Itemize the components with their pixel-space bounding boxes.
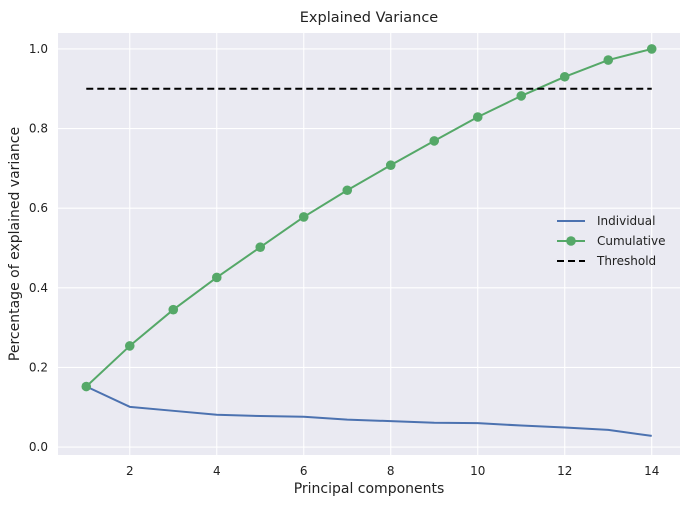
individual-legend-label: Individual xyxy=(597,214,655,228)
cumulative-legend-marker xyxy=(566,236,576,246)
x-tick-label: 4 xyxy=(213,464,221,478)
x-axis-label: Principal components xyxy=(294,481,445,497)
cumulative-series-line xyxy=(85,47,652,388)
x-tick-label: 12 xyxy=(557,464,572,478)
x-tick-label: 2 xyxy=(126,464,134,478)
x-tick-label: 14 xyxy=(644,464,659,478)
threshold-legend-label: Threshold xyxy=(596,254,656,268)
x-tick-label: 6 xyxy=(300,464,308,478)
cumulative-point xyxy=(429,136,440,146)
x-tick-label: 10 xyxy=(470,464,485,478)
cumulative-point xyxy=(472,112,483,122)
legend: Individual Cumulative Threshold xyxy=(557,214,666,268)
cumulative-point xyxy=(516,91,527,101)
tick-labels: 2 4 6 8 10 12 14 0.0 0.2 0.4 0.6 0.8 1.0 xyxy=(29,42,659,478)
y-tick-label: 0.2 xyxy=(29,360,48,374)
cumulative-point xyxy=(342,185,353,196)
cumulative-point xyxy=(646,44,657,54)
x-tick-label: 8 xyxy=(387,464,395,478)
individual-series-line xyxy=(85,385,652,437)
cumulative-legend-label: Cumulative xyxy=(597,234,666,248)
y-tick-label: 0.4 xyxy=(29,281,48,295)
cumulative-point xyxy=(81,381,92,392)
cumulative-point xyxy=(298,212,309,222)
cumulative-point xyxy=(211,272,222,283)
y-tick-label: 0.8 xyxy=(29,122,48,136)
grid xyxy=(58,33,680,455)
y-tick-label: 0.0 xyxy=(29,440,48,454)
series-layer xyxy=(81,44,657,437)
cumulative-point xyxy=(559,71,570,82)
y-axis-label: Percentage of explained variance xyxy=(7,127,23,361)
cumulative-point xyxy=(385,160,396,170)
y-tick-label: 0.6 xyxy=(29,201,48,215)
cumulative-point xyxy=(168,304,179,315)
y-tick-label: 1.0 xyxy=(29,42,48,56)
cumulative-point xyxy=(603,55,614,65)
plot-area xyxy=(58,33,680,455)
cumulative-point xyxy=(255,242,266,252)
chart-title: Explained Variance xyxy=(300,10,439,26)
cumulative-point xyxy=(124,341,135,351)
